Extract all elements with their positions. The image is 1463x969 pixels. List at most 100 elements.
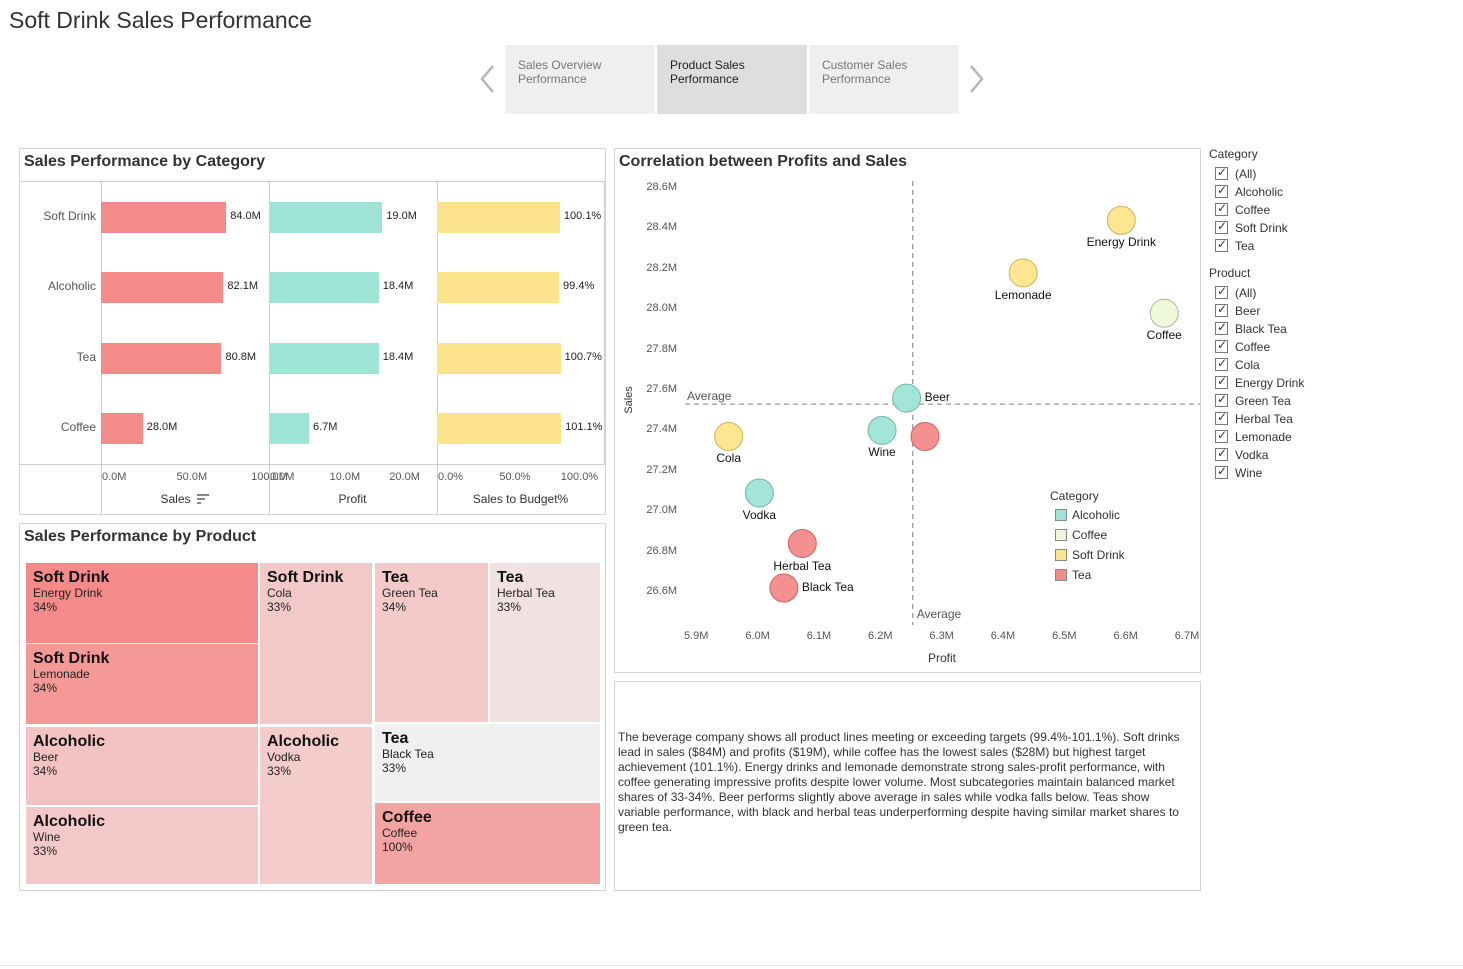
- treemap-category: Alcoholic: [33, 733, 106, 750]
- legend-swatch[interactable]: [1055, 569, 1067, 581]
- category-filter-option[interactable]: Tea: [1235, 239, 1255, 253]
- product-filter-option[interactable]: Coffee: [1235, 340, 1271, 354]
- scatter-point[interactable]: [1149, 298, 1179, 328]
- bar-data-label: 6.7M: [312, 421, 338, 433]
- product-filter-option[interactable]: Energy Drink: [1235, 376, 1305, 390]
- legend-swatch[interactable]: [1055, 529, 1067, 541]
- checkmark-icon[interactable]: [1215, 284, 1228, 299]
- scatter-point[interactable]: [910, 421, 940, 451]
- scatter-point[interactable]: [1106, 205, 1136, 235]
- treemap-category: Alcoholic: [33, 813, 106, 830]
- chevron-right-icon[interactable]: [966, 62, 986, 96]
- bar-mark[interactable]: [437, 413, 562, 444]
- checkmark-icon[interactable]: [1215, 410, 1228, 425]
- treemap-cell[interactable]: Tea Green Tea 34%: [375, 563, 488, 722]
- scatter-point[interactable]: [867, 415, 897, 445]
- bar-mark[interactable]: [437, 202, 560, 233]
- checkmark-icon[interactable]: [1215, 392, 1228, 407]
- product-filter-option[interactable]: Lemonade: [1235, 430, 1292, 444]
- category-filter-option[interactable]: (All): [1235, 167, 1257, 181]
- treemap-cell[interactable]: Soft Drink Lemonade 34%: [26, 644, 258, 724]
- product-filter-option[interactable]: Vodka: [1235, 448, 1269, 462]
- checkmark-icon[interactable]: [1215, 302, 1228, 317]
- tab-sales-overview[interactable]: Sales Overview Performance: [505, 45, 655, 114]
- legend-swatch[interactable]: [1055, 549, 1067, 561]
- scatter-point[interactable]: [714, 421, 744, 451]
- x-tick-label: 6.3M: [929, 630, 954, 642]
- category-filter-option[interactable]: Coffee: [1235, 203, 1271, 217]
- treemap-percent: 33%: [267, 600, 292, 614]
- checkmark-icon[interactable]: [1215, 464, 1228, 479]
- legend-label[interactable]: Soft Drink: [1072, 548, 1125, 562]
- product-filter-option[interactable]: Green Tea: [1235, 394, 1291, 408]
- treemap-product: Black Tea: [382, 747, 434, 761]
- point-label: Cola: [716, 451, 742, 466]
- treemap-cell[interactable]: Alcoholic Wine 33%: [26, 807, 258, 884]
- bar-mark[interactable]: [101, 413, 143, 444]
- checkmark-icon[interactable]: [1215, 428, 1228, 443]
- x-tick-label: 6.0M: [745, 630, 770, 642]
- y-tick-label: 27.4M: [646, 423, 677, 436]
- scatter-point[interactable]: [769, 573, 799, 603]
- scatter-point[interactable]: [787, 529, 817, 559]
- y-tick-label: 28.6M: [646, 181, 677, 193]
- bar-mark[interactable]: [269, 413, 309, 444]
- bar-mark[interactable]: [101, 343, 222, 374]
- legend-title: Category: [1050, 489, 1099, 503]
- y-tick-label: 28.0M: [646, 302, 677, 315]
- bar-mark[interactable]: [101, 272, 224, 303]
- product-filter-option[interactable]: Wine: [1235, 466, 1263, 480]
- chevron-left-icon[interactable]: [478, 62, 498, 96]
- legend-label[interactable]: Coffee: [1072, 528, 1108, 542]
- checkmark-icon[interactable]: [1215, 219, 1228, 234]
- checkmark-icon[interactable]: [1215, 237, 1228, 252]
- legend-label[interactable]: Alcoholic: [1072, 508, 1121, 522]
- scatter-panel: Correlation between Profits and Sales Av…: [614, 148, 1201, 673]
- treemap-percent: 33%: [33, 844, 58, 858]
- product-filter-option[interactable]: Black Tea: [1235, 322, 1287, 336]
- product-filter-option[interactable]: Cola: [1235, 358, 1260, 372]
- category-bar-chart: Soft Drink Alcoholic Tea Coffee 84.0M 82.1M 80…: [20, 149, 605, 514]
- treemap-cell[interactable]: Alcoholic Beer 34%: [26, 727, 258, 805]
- checkmark-icon[interactable]: [1215, 320, 1228, 335]
- treemap-cell[interactable]: Tea Herbal Tea 33%: [490, 563, 600, 722]
- bar-mark[interactable]: [269, 343, 379, 374]
- bar-mark[interactable]: [269, 272, 379, 303]
- scatter-point[interactable]: [892, 383, 922, 413]
- bar-panel-title: Sales Performance by Category: [24, 153, 265, 170]
- category-filter-option[interactable]: Alcoholic: [1235, 185, 1284, 199]
- bar-mark[interactable]: [269, 202, 383, 233]
- checkmark-icon[interactable]: [1215, 165, 1228, 180]
- product-filter-option[interactable]: Herbal Tea: [1235, 412, 1293, 426]
- checkmark-icon[interactable]: [1215, 374, 1228, 389]
- scatter-plot-svg: [685, 181, 1200, 625]
- treemap-cell[interactable]: Coffee Coffee 100%: [375, 803, 600, 884]
- checkmark-icon[interactable]: [1215, 338, 1228, 353]
- treemap-cell[interactable]: Soft Drink Energy Drink 34%: [26, 563, 258, 643]
- treemap-product: Herbal Tea: [497, 586, 555, 600]
- checkmark-icon[interactable]: [1215, 356, 1228, 371]
- treemap-cell[interactable]: Soft Drink Cola 33%: [260, 563, 372, 724]
- treemap-cell[interactable]: Alcoholic Vodka 33%: [260, 727, 372, 884]
- scatter-point[interactable]: [744, 478, 774, 508]
- product-filter-option[interactable]: Beer: [1235, 304, 1261, 318]
- treemap-product: Energy Drink: [33, 586, 103, 600]
- product-filter-option[interactable]: (All): [1235, 286, 1257, 300]
- legend-swatch[interactable]: [1055, 509, 1067, 521]
- treemap-cell[interactable]: Tea Black Tea 33%: [375, 724, 600, 801]
- bar-mark[interactable]: [101, 202, 227, 233]
- checkmark-icon[interactable]: [1215, 446, 1228, 461]
- x-axis-title: Sales: [101, 492, 268, 507]
- axis-title-text: Sales: [160, 492, 191, 506]
- scatter-point[interactable]: [1008, 258, 1038, 288]
- legend-label[interactable]: Tea: [1072, 568, 1092, 582]
- bar-mark[interactable]: [437, 272, 560, 303]
- checkmark-icon[interactable]: [1215, 183, 1228, 198]
- checkmark-icon[interactable]: [1215, 201, 1228, 216]
- category-filter-option[interactable]: Soft Drink: [1235, 221, 1288, 235]
- tab-customer-sales[interactable]: Customer Sales Performance: [809, 45, 959, 114]
- insight-text: The beverage company shows all product l…: [618, 730, 1180, 834]
- sort-descending-icon[interactable]: [196, 493, 209, 507]
- bar-mark[interactable]: [437, 343, 561, 374]
- tab-product-sales[interactable]: Product Sales Performance: [657, 45, 807, 114]
